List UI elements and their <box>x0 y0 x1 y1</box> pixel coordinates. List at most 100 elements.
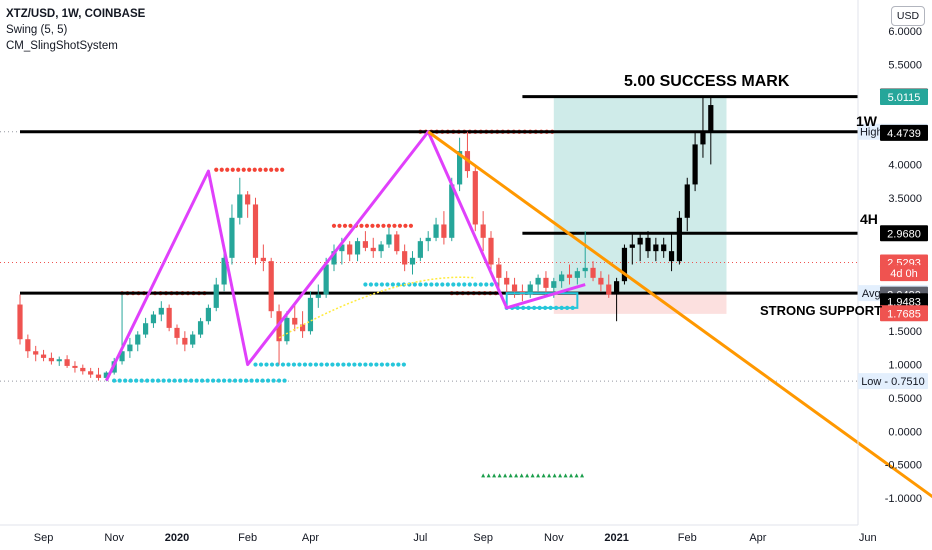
one-week-label: 1W <box>856 113 877 129</box>
candle-body <box>260 257 266 262</box>
swing-low-dot <box>189 378 194 383</box>
price-tick-label: 0.0000 <box>888 426 922 438</box>
time-tick-label: Sep <box>34 532 54 544</box>
price-label: 1.7685 <box>887 308 921 320</box>
time-tick-label: Feb <box>238 532 257 544</box>
symbol-title[interactable]: XTZ/USD, 1W, COINBASE <box>6 8 146 20</box>
price-label: 4.4739 <box>887 128 921 140</box>
swing-low-dot <box>150 378 155 383</box>
candle-body <box>80 367 86 372</box>
price-label-bg <box>880 265 928 282</box>
candle-body <box>378 244 384 252</box>
four-hour-label: 4H <box>860 211 878 227</box>
swing-high-dot <box>386 223 392 228</box>
time-tick-label: Feb <box>678 532 697 544</box>
candle-body <box>190 334 196 345</box>
swing-low-dot <box>264 362 269 367</box>
indicator-slingshot[interactable]: CM_SlingShotSystem <box>6 40 118 52</box>
swing-high-dot <box>348 223 353 228</box>
candle-body <box>457 151 463 185</box>
signal-arrow <box>563 473 568 478</box>
price-label-bg <box>880 225 928 242</box>
price-label: 2.9680 <box>887 228 921 240</box>
strong-support-label: STRONG SUPPORT <box>760 303 883 318</box>
candle-body <box>409 257 416 265</box>
candle-body <box>339 244 345 252</box>
swing-high-dot <box>236 167 241 172</box>
candle-body <box>237 194 243 218</box>
signal-arrow <box>492 473 497 478</box>
candle-body <box>433 224 439 238</box>
swing-low-dot <box>238 378 243 383</box>
swing-low-dot <box>249 378 254 383</box>
swing-low-dot <box>167 378 172 383</box>
swing-low-dot <box>412 282 417 287</box>
price-tick-label: 6.0000 <box>888 26 922 38</box>
candle-body <box>637 237 643 245</box>
signal-arrow <box>508 473 513 478</box>
candle-body <box>472 171 478 225</box>
candle-body <box>449 184 455 238</box>
swing-low-dot <box>308 362 313 367</box>
indicator-swing[interactable]: Swing (5, 5) <box>6 24 68 36</box>
signal-arrow <box>525 473 530 478</box>
moving-average-line <box>278 276 476 339</box>
swing-low-dot <box>271 378 276 383</box>
swing-low-dot <box>205 378 210 383</box>
candle-body <box>629 244 635 248</box>
swing-low-dot <box>357 362 363 367</box>
target-zone <box>553 96 727 295</box>
swing-low-dot <box>243 378 249 383</box>
swing-low-dot <box>178 378 183 383</box>
swing-high-dot <box>381 223 386 228</box>
swing-low-dot <box>330 362 335 367</box>
swing-low-dot <box>363 282 368 287</box>
swing-low-dot <box>489 282 494 287</box>
candle-body <box>25 339 31 352</box>
swing-low-dot <box>445 282 450 287</box>
swing-high-dot <box>241 167 246 172</box>
swing-low-dot <box>282 378 287 383</box>
swing-high-dot <box>364 223 370 228</box>
candle-body <box>17 304 23 340</box>
candle-body <box>527 284 533 295</box>
candle-body <box>229 217 235 258</box>
swing-low-dot <box>451 282 456 287</box>
candle-body <box>205 307 211 322</box>
currency-button[interactable]: USD <box>891 6 925 26</box>
swing-low-dot <box>216 378 221 383</box>
candle-body <box>127 344 133 352</box>
candle-body <box>425 237 431 242</box>
swing-low-dot <box>456 282 461 287</box>
swing-low-dot <box>374 362 379 367</box>
swing-low-dot <box>172 378 177 383</box>
price-tick-label: 4.0000 <box>888 159 922 171</box>
signal-arrow <box>580 473 585 478</box>
swing-low-dot <box>473 282 478 287</box>
swing-low-dot <box>368 282 373 287</box>
price-tick-label: -0.5000 <box>885 460 922 472</box>
candle-body <box>394 234 400 252</box>
swing-low-dot <box>123 378 128 383</box>
swing-low-dot <box>275 362 280 367</box>
swing-low-dot <box>156 378 161 383</box>
swing-low-dot <box>286 362 291 367</box>
swing-high-dot <box>274 167 279 172</box>
candle-body <box>488 237 494 265</box>
swing-low-dot <box>258 362 264 367</box>
swing-low-dot <box>222 378 227 383</box>
price-label-bg <box>858 373 928 390</box>
swing-high-dot <box>408 223 414 228</box>
candle-body <box>700 131 706 145</box>
swing-high-dot <box>342 223 348 228</box>
swing-low-dot <box>374 282 379 287</box>
swing-high-dot <box>230 167 235 172</box>
signal-arrow <box>481 473 486 478</box>
success-mark-label: 5.00 SUCCESS MARK <box>624 73 790 90</box>
candle-body <box>174 327 180 338</box>
price-label: 5.0115 <box>888 92 921 104</box>
swing-low-dot <box>319 362 324 367</box>
candle-body <box>268 261 274 312</box>
swing-low-dot <box>429 282 434 287</box>
